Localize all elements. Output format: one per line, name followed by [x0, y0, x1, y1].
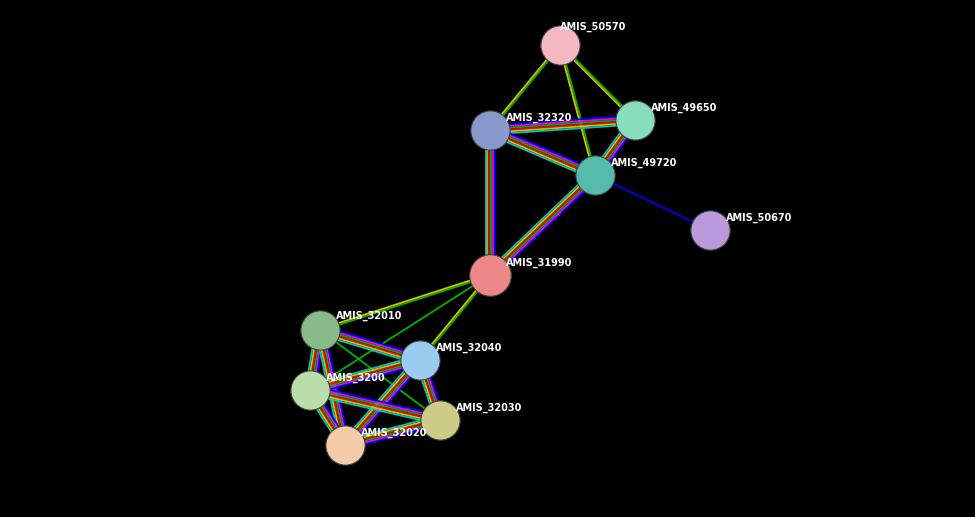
Point	[337, 441, 353, 449]
Point	[483, 271, 498, 279]
Point	[587, 171, 603, 179]
Text: AMIS_32320: AMIS_32320	[506, 113, 572, 123]
Point	[302, 386, 318, 394]
Point	[312, 326, 328, 334]
Text: AMIS_32010: AMIS_32010	[336, 311, 403, 321]
Point	[627, 116, 643, 124]
Text: AMIS_32040: AMIS_32040	[436, 343, 502, 353]
Point	[432, 416, 448, 424]
Text: AMIS_32020: AMIS_32020	[361, 428, 427, 438]
Text: AMIS_31990: AMIS_31990	[506, 258, 572, 268]
Text: AMIS_50670: AMIS_50670	[726, 213, 793, 223]
Point	[702, 226, 718, 234]
Text: AMIS_3200: AMIS_3200	[326, 373, 386, 383]
Text: AMIS_32030: AMIS_32030	[456, 403, 523, 413]
Text: AMIS_49650: AMIS_49650	[651, 103, 718, 113]
Text: AMIS_49720: AMIS_49720	[611, 158, 678, 168]
Point	[483, 126, 498, 134]
Point	[412, 356, 428, 364]
Point	[552, 41, 567, 49]
Text: AMIS_50570: AMIS_50570	[560, 22, 626, 32]
